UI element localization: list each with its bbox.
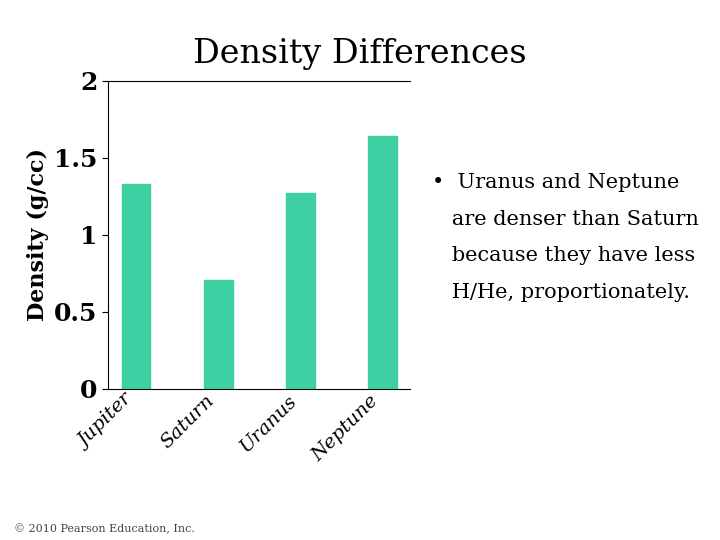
Text: are denser than Saturn: are denser than Saturn (432, 210, 699, 228)
Bar (286, 193, 315, 389)
Text: © 2010 Pearson Education, Inc.: © 2010 Pearson Education, Inc. (14, 524, 195, 535)
Bar (368, 137, 397, 389)
Text: because they have less: because they have less (432, 246, 696, 265)
Bar (204, 280, 233, 389)
Text: H/He, proportionately.: H/He, proportionately. (432, 283, 690, 302)
Y-axis label: Density (g/cc): Density (g/cc) (27, 148, 49, 321)
Text: •  Uranus and Neptune: • Uranus and Neptune (432, 173, 680, 192)
Text: Density Differences: Density Differences (193, 38, 527, 70)
Bar (122, 184, 150, 389)
